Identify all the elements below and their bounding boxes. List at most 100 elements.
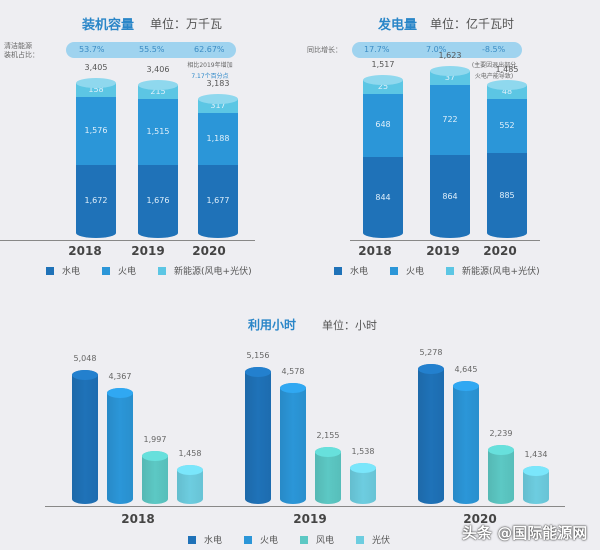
generation-total-label: 1,485 (495, 65, 519, 75)
cylinder-cap (142, 451, 168, 462)
hours-value-label: 1,434 (524, 449, 548, 459)
cylinder-cap (245, 367, 271, 378)
hours-bar-thermal-2020 (453, 380, 479, 504)
thermal-swatch (244, 535, 253, 544)
cylinder-cap (177, 465, 203, 476)
generation-segment-hydro: 885 (487, 152, 527, 238)
generation-segment-hydro: 864 (430, 154, 470, 238)
capacity-cylinder-cap (138, 80, 178, 91)
growth-2018: 17.7% (364, 45, 390, 54)
capacity-segment-hydro: 1,676 (138, 165, 178, 238)
cylinder-cap (107, 388, 133, 399)
legend-thermal: 火电 (244, 533, 278, 546)
thermal-swatch (102, 266, 111, 275)
capacity-legend: 水电 火电 新能源(风电+光伏) (46, 264, 274, 277)
hours-bar-hydro-2018 (72, 370, 98, 504)
capacity-year-2019: 2019 (131, 244, 165, 258)
generation-legend: 水电 火电 新能源(风电+光伏) (334, 264, 562, 277)
hours-bar-solar-2018 (177, 465, 203, 504)
hours-value-label: 1,538 (351, 447, 375, 457)
generation-segment-thermal: 648 (363, 94, 403, 157)
hydro-swatch (188, 535, 196, 544)
hours-legend: 水电 火电 风电 光伏 (188, 533, 412, 546)
legend-hydro: 水电 (46, 264, 80, 277)
capacity-note: 相比2019年增加 7.17个百分点 (187, 62, 233, 80)
capacity-year-2020: 2020 (192, 244, 226, 258)
hours-value-label: 4,578 (281, 366, 305, 376)
ratio-2019: 55.5% (139, 45, 165, 54)
legend-thermal: 火电 (102, 264, 136, 277)
generation-segment-thermal: 722 (430, 84, 470, 155)
capacity-unit: 单位：万千瓦 (150, 17, 223, 31)
capacity-total-label: 3,405 (84, 62, 108, 72)
hours-bar-solar-2020 (523, 465, 549, 504)
generation-year-2019: 2019 (426, 244, 460, 258)
capacity-x-axis (0, 240, 255, 241)
generation-year-2020: 2020 (483, 244, 517, 258)
generation-note: (主要因退出部分 火电产能导致) (471, 62, 517, 80)
ratio-2018: 53.7% (79, 45, 105, 54)
hours-bar-wind-2020 (488, 444, 514, 504)
capacity-ratio-label: 清洁能源 装机占比： (4, 42, 39, 59)
hours-bar-wind-2019 (315, 446, 341, 504)
capacity-total-label: 3,406 (146, 65, 170, 75)
hours-value-label: 1,458 (178, 449, 202, 459)
hours-year-2019: 2019 (293, 512, 327, 526)
generation-cylinder-cap (430, 65, 470, 76)
capacity-segment-hydro: 1,677 (198, 165, 238, 238)
capacity-title: 装机容量 (82, 18, 135, 33)
hours-value-label: 1,997 (143, 435, 167, 445)
ratio-2020: 62.67% (194, 45, 225, 54)
generation-segment-thermal: 552 (487, 99, 527, 153)
capacity-total-label: 3,183 (206, 79, 230, 89)
hours-bar-thermal-2019 (280, 382, 306, 504)
hours-value-label: 2,155 (316, 430, 340, 440)
legend-thermal: 火电 (390, 264, 424, 277)
capacity-cylinder-cap (198, 94, 238, 105)
hours-value-label: 5,048 (73, 354, 97, 364)
generation-cylinder-cap (487, 80, 527, 91)
hydro-swatch (334, 266, 342, 275)
capacity-year-2018: 2018 (68, 244, 102, 258)
hours-value-label: 5,156 (246, 351, 270, 361)
capacity-segment-thermal: 1,576 (76, 96, 116, 166)
new-energy-swatch (158, 266, 167, 275)
capacity-segment-thermal: 1,188 (198, 113, 238, 166)
generation-title: 发电量 (378, 18, 418, 33)
generation-unit: 单位：亿千瓦时 (430, 17, 515, 31)
capacity-cylinder-cap (76, 77, 116, 88)
capacity-segment-hydro: 1,672 (76, 165, 116, 238)
growth-2019: 7.0% (426, 45, 447, 54)
hours-value-label: 4,367 (108, 372, 132, 382)
legend-solar: 光伏 (356, 533, 390, 546)
capacity-segment-thermal: 1,515 (138, 99, 178, 166)
hours-bar-wind-2018 (142, 451, 168, 504)
generation-cylinder-cap (363, 75, 403, 86)
cylinder-cap (418, 364, 444, 375)
watermark: 头条 @国际能源网 (462, 524, 588, 542)
generation-total-label: 1,517 (371, 60, 395, 70)
legend-wind: 风电 (300, 533, 334, 546)
hours-title: 利用小时 (248, 318, 297, 332)
legend-hydro: 水电 (334, 264, 368, 277)
hours-bar-hydro-2019 (245, 367, 271, 504)
hours-value-label: 5,278 (419, 348, 443, 358)
new-energy-swatch (446, 266, 455, 275)
thermal-swatch (390, 266, 399, 275)
hours-unit: 单位：小时 (322, 319, 377, 332)
growth-2020: -8.5% (482, 45, 506, 54)
generation-year-2018: 2018 (358, 244, 392, 258)
cylinder-cap (523, 465, 549, 476)
generation-growth-bar: 17.7% 7.0% -8.5% (352, 42, 522, 58)
legend-hydro: 水电 (188, 533, 222, 546)
cylinder-cap (315, 446, 341, 457)
wind-swatch (300, 535, 309, 544)
generation-x-axis (350, 240, 540, 241)
cylinder-cap (280, 382, 306, 393)
hours-x-axis (45, 506, 565, 507)
cylinder-cap (72, 370, 98, 381)
hours-bar-hydro-2020 (418, 364, 444, 504)
cylinder-cap (488, 444, 514, 455)
hours-bar-solar-2019 (350, 463, 376, 504)
hydro-swatch (46, 266, 54, 275)
